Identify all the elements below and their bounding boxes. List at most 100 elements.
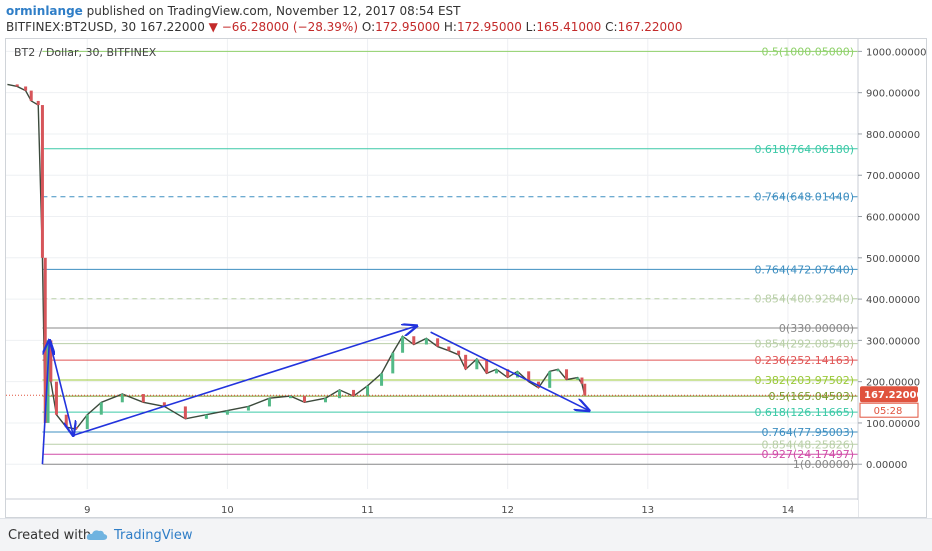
price-series (6, 83, 858, 430)
price-tick-label: 200.00000 (866, 378, 920, 389)
trend-arrow (73, 326, 416, 437)
candle (324, 398, 327, 403)
candle (36, 100, 40, 106)
price-tick-label: 0.00000 (866, 460, 907, 471)
legend-title: BT2 / Dollar, 30, BITFINEX (14, 46, 157, 59)
candle (288, 396, 292, 399)
candle (576, 377, 580, 380)
last-price-badge-label: 167.22000 (864, 390, 924, 401)
low-label: L: (525, 20, 537, 34)
countdown-badge (859, 402, 919, 418)
candle (183, 406, 187, 419)
fib-level-label: 0.236(252.14163) (754, 354, 854, 367)
last-price-badge (860, 386, 918, 403)
time-tick-label: 9 (84, 505, 90, 516)
close-label: C: (605, 20, 618, 34)
change-value: ▼ −66.28000 (−28.39%) (208, 20, 359, 34)
price-tick-label: 100.00000 (866, 419, 920, 430)
candle (40, 105, 44, 258)
candle (464, 354, 468, 370)
grid (6, 39, 858, 489)
candle (29, 90, 33, 101)
fib-levels: 0.5(1000.05000) 0.618(764.06180) 0.764(648… (42, 45, 858, 471)
publish-text: published on TradingView.com, November 1… (86, 4, 461, 18)
fib-level-label: 0.764(648.01440) (754, 191, 854, 204)
price-tick-label: 700.00000 (866, 171, 920, 182)
trend-arrow (41, 340, 49, 465)
close-value: 167.22000 (617, 20, 683, 34)
candle (436, 338, 440, 347)
price-tick-label: 1000.00000 (866, 47, 926, 58)
candle (527, 371, 531, 382)
candle (565, 369, 569, 380)
candle (583, 383, 587, 396)
candle (46, 340, 50, 423)
candle (64, 414, 68, 428)
candle (85, 414, 89, 430)
price-axis-bg (858, 39, 926, 517)
created-with-text: Created with (8, 528, 92, 543)
candle (204, 414, 208, 419)
candle (457, 350, 461, 355)
tradingview-cloud-icon (86, 530, 108, 540)
candle (54, 381, 58, 415)
trend-arrow (48, 340, 73, 435)
high-label: H: (443, 20, 457, 34)
candle (475, 358, 479, 370)
candle (225, 410, 229, 415)
candle (352, 389, 356, 397)
time-tick-label: 11 (361, 505, 374, 516)
tradingview-link[interactable]: TradingView (114, 528, 193, 543)
candle (49, 340, 53, 382)
fib-level-label: 0.764(77.95003) (761, 426, 854, 439)
candle (494, 369, 498, 374)
chart-area[interactable]: 0.5(1000.05000) 0.618(764.06180) 0.764(648… (5, 38, 927, 518)
last-value: 167.22000 (139, 20, 205, 34)
candle (556, 369, 560, 372)
candle (120, 394, 124, 403)
fib-level-label: 0.618(764.06180) (754, 143, 854, 156)
candle (424, 338, 428, 345)
fib-level-label: 0.854(400.92840) (754, 293, 854, 306)
fib-level-label: 0.854(48.25826) (761, 438, 854, 451)
time-axis[interactable]: 9 10 11 12 13 14 (6, 498, 858, 517)
chart-canvas[interactable]: 0.5(1000.05000) 0.618(764.06180) 0.764(648… (6, 39, 926, 517)
candle (380, 373, 384, 386)
candle (74, 427, 78, 430)
candle (141, 394, 145, 403)
trend-drawings[interactable] (41, 326, 589, 465)
price-tick-label: 800.00000 (866, 130, 920, 141)
candle (580, 377, 584, 384)
fib-level-label: 0.382(203.97502) (754, 374, 854, 387)
price-tick-label: 400.00000 (866, 295, 920, 306)
price-tick-label: 600.00000 (866, 213, 920, 224)
price-tick-label: 300.00000 (866, 336, 920, 347)
candle (485, 358, 489, 374)
fib-level-label: 1(0.00000) (793, 458, 854, 471)
author-link[interactable]: orminlange (6, 4, 83, 18)
open-value: 172.95000 (375, 20, 441, 34)
candle (15, 84, 19, 87)
fib-level-label: 0.764(472.07640) (754, 263, 854, 276)
countdown-label: 05:28 (874, 406, 903, 417)
symbol-label: BITFINEX:BT2USD, 30 (6, 20, 137, 34)
trend-arrow (430, 331, 589, 410)
candle (401, 336, 405, 353)
price-line (7, 83, 586, 430)
candle (246, 406, 250, 411)
time-tick-label: 10 (221, 505, 234, 516)
chart-header: orminlange published on TradingView.com,… (0, 0, 932, 38)
candle (391, 352, 395, 374)
time-axis-bg (6, 500, 858, 517)
high-value: 172.95000 (456, 20, 522, 34)
price-tick-label: 900.00000 (866, 89, 920, 100)
fib-level-label: 0(330.00000) (779, 322, 854, 335)
fib-level-label: 0.5(165.04503) (768, 390, 854, 403)
fib-level-label: 0.927(24.17497) (761, 448, 854, 461)
candle (24, 86, 28, 91)
price-tick-label: 500.00000 (866, 254, 920, 265)
ohlc-line: BITFINEX:BT2USD, 30 167.22000 ▼ −66.2800… (6, 20, 682, 34)
candle (162, 402, 166, 407)
candle (302, 396, 306, 403)
price-axis[interactable]: 1000.00000 900.00000 800.00000 700.00000 600… (857, 39, 926, 517)
